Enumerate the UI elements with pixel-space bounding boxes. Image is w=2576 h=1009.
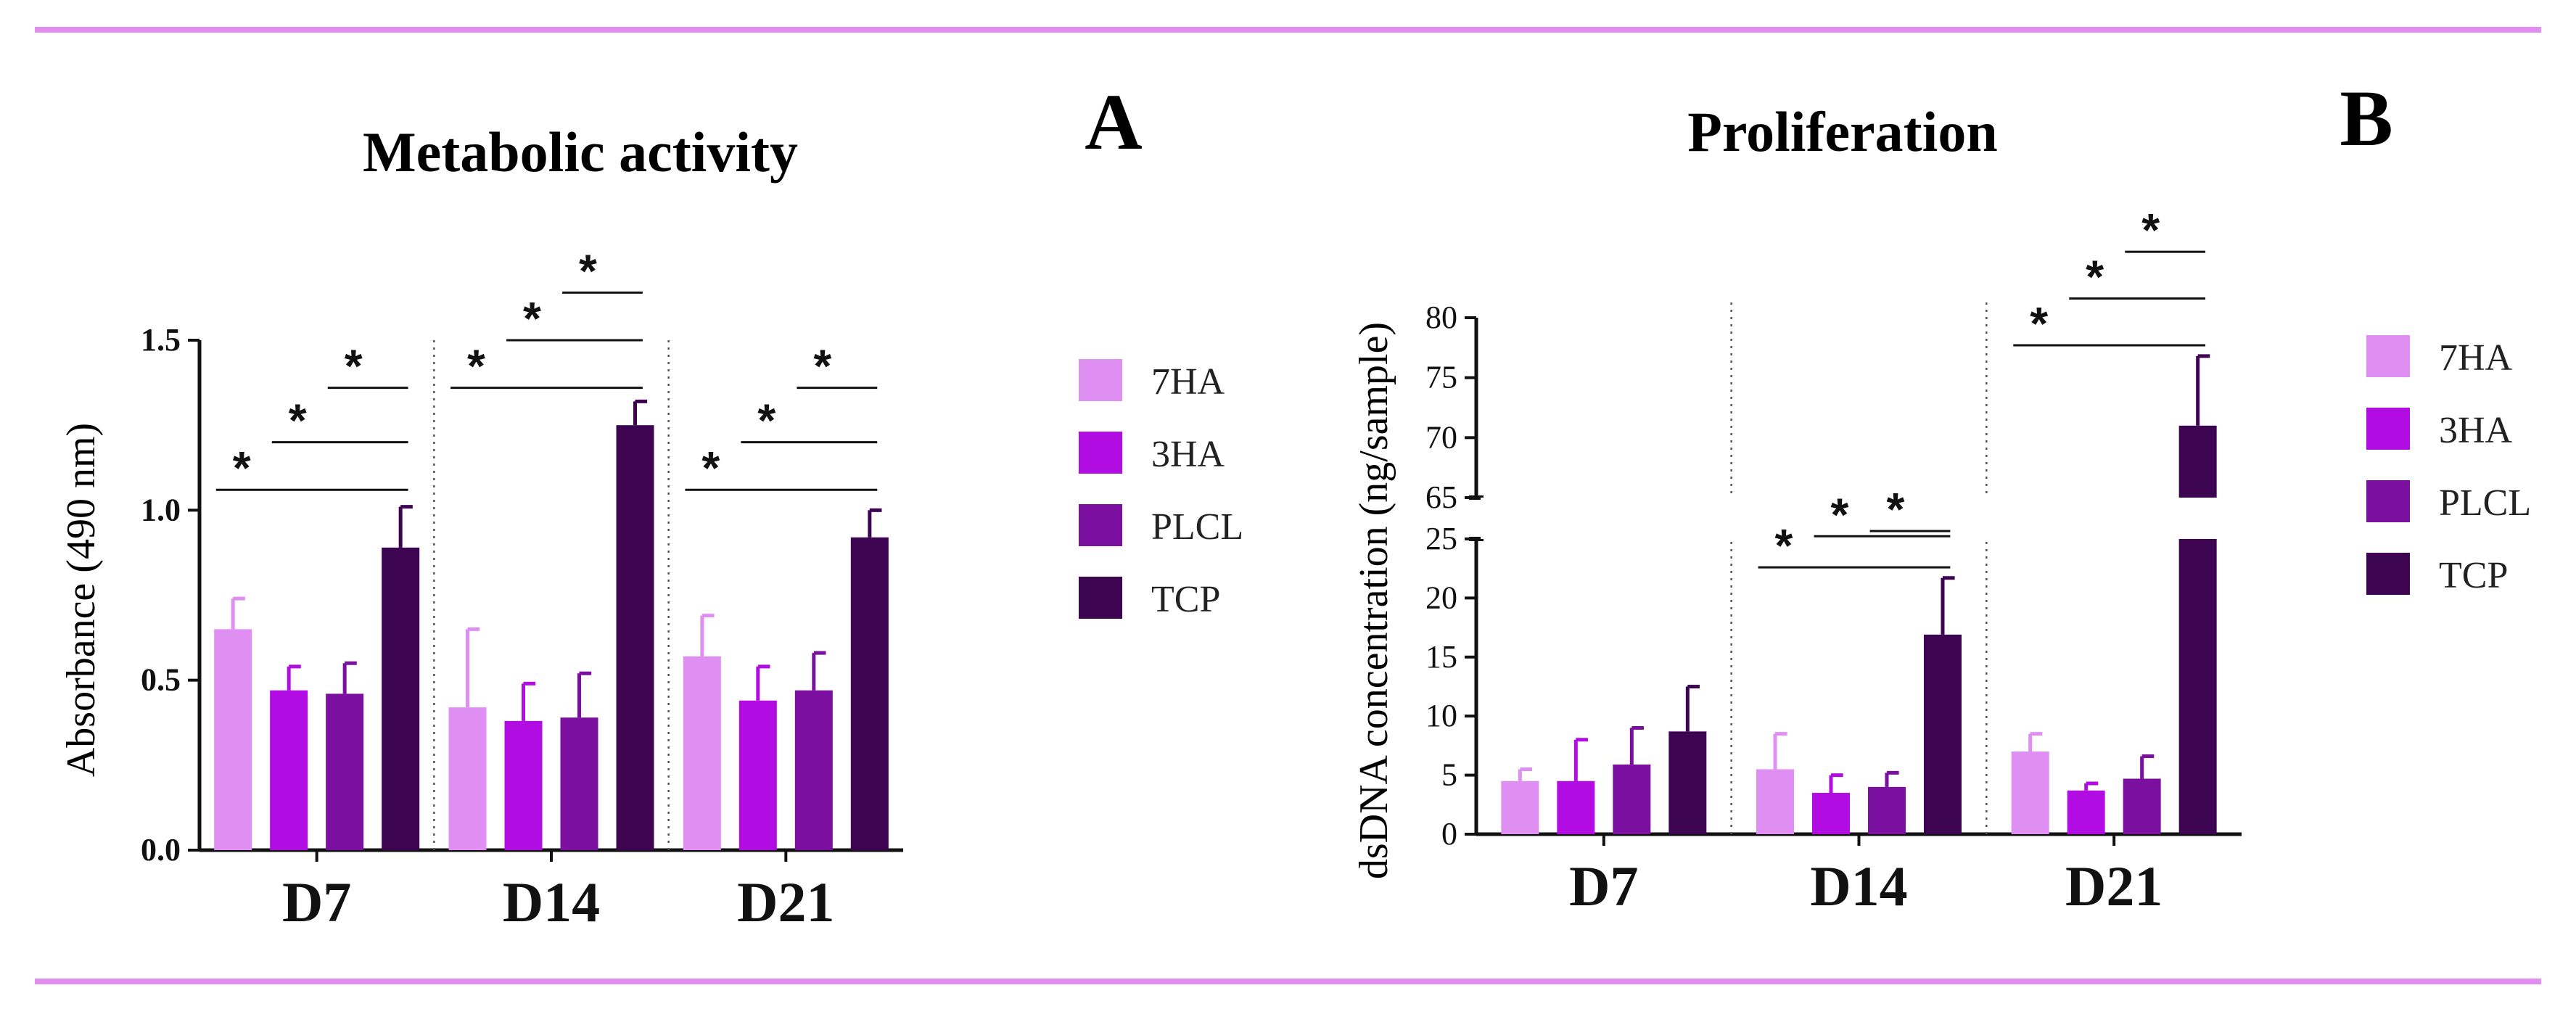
a-bar-D14-tcp: [616, 425, 654, 850]
a-legend-label-tcp: TCP: [1151, 579, 1220, 620]
panel-b: Proliferation B dsDNA concentration (ng/…: [1351, 74, 2531, 918]
a-sig-star-3: *: [467, 340, 485, 392]
b-y-tick-label-0: 0: [1441, 816, 1457, 852]
a-y-tick-label-0.0: 0.0: [141, 832, 181, 868]
panel-a: Metabolic activity A Absorbance (490 nm)…: [59, 78, 1243, 934]
a-bar-D7-tcp: [382, 547, 420, 850]
a-sig-star-8: *: [813, 340, 831, 392]
panel-a-title: Metabolic activity: [363, 120, 798, 184]
a-legend-swatch-7ha: [1079, 359, 1122, 401]
b-y-tick-label-65: 65: [1425, 479, 1457, 515]
b-bar-D7-3ha: [1557, 781, 1595, 834]
a-sig-star-4: *: [523, 292, 541, 345]
panel-a-plot: 0.0 0.5 1.0 1.5 D7 D14 D21 * * * * * * * * *: [141, 244, 903, 934]
a-bar-D21-plcl: [794, 690, 833, 850]
b-bar-D14-plcl: [1868, 786, 1906, 834]
panel-b-ylabel: dsDNA concentration (ng/sample): [1351, 322, 1396, 879]
a-bar-D21-3ha: [738, 700, 777, 850]
b-legend-swatch-3ha: [2366, 408, 2410, 450]
top-rule: [35, 27, 2541, 33]
b-y-tick-label-80: 80: [1425, 300, 1457, 335]
panel-b-letter: B: [2340, 74, 2392, 162]
a-legend-swatch-3ha: [1079, 432, 1122, 474]
b-bar-D7-7ha: [1501, 781, 1539, 834]
a-y-tick-label-1.0: 1.0: [141, 492, 181, 527]
panel-a-ylabel: Absorbance (490 nm): [59, 423, 104, 777]
b-x-label-D21: D21: [2065, 854, 2163, 918]
b-bar-D7-plcl: [1613, 764, 1651, 834]
panel-b-legend: 7HA 3HA PLCL TCP: [2366, 335, 2531, 596]
panel-a-legend: 7HA 3HA PLCL TCP: [1079, 359, 1243, 620]
b-sig-star-5: *: [2141, 204, 2160, 256]
a-bar-D14-3ha: [504, 720, 543, 850]
b-legend-label-tcp: TCP: [2439, 555, 2508, 596]
a-x-label-D21: D21: [737, 870, 834, 934]
panel-a-letter: A: [1085, 78, 1142, 166]
a-bar-D14-7ha: [448, 707, 487, 850]
b-x-label-D14: D14: [1810, 854, 1907, 918]
a-bar-D7-7ha: [214, 629, 252, 850]
b-bar-D21-7ha: [2011, 751, 2049, 834]
a-sig-star-7: *: [757, 395, 775, 447]
a-sig-star-2: *: [345, 340, 363, 392]
b-bar-D14-3ha: [1812, 793, 1850, 834]
b-bar-D7-tcp: [1668, 731, 1707, 834]
a-y-tick-label-1.5: 1.5: [141, 322, 181, 358]
a-x-label-D14: D14: [503, 870, 600, 934]
a-bar-D14-plcl: [560, 717, 598, 850]
b-sig-star-0: *: [1775, 519, 1793, 572]
a-x-label-D7: D7: [282, 870, 351, 934]
b-x-label-D7: D7: [1569, 854, 1638, 918]
b-sig-star-2: *: [1887, 483, 1905, 535]
a-sig-star-6: *: [701, 442, 720, 494]
a-sig-star-5: *: [579, 244, 597, 297]
b-legend-swatch-plcl: [2366, 480, 2410, 522]
b-legend-label-7ha: 7HA: [2439, 337, 2513, 379]
a-bar-D7-plcl: [326, 693, 364, 850]
a-legend-swatch-tcp: [1079, 577, 1122, 619]
b-legend-label-3ha: 3HA: [2439, 410, 2513, 451]
panel-b-title: Proliferation: [1687, 100, 1997, 163]
b-y-tick-label-70: 70: [1425, 419, 1457, 455]
b-y-tick-label-20: 20: [1425, 580, 1457, 615]
b-y-tick-label-15: 15: [1425, 639, 1457, 675]
a-sig-star-1: *: [289, 395, 307, 447]
b-sig-star-1: *: [1831, 488, 1849, 540]
a-bar-D21-tcp: [850, 537, 889, 850]
b-legend-swatch-tcp: [2366, 553, 2410, 595]
a-bar-D7-3ha: [270, 690, 308, 850]
bottom-rule: [35, 979, 2541, 984]
a-legend-label-plcl: PLCL: [1151, 506, 1243, 548]
b-y-tick-label-25: 25: [1425, 521, 1457, 556]
b-bar-D14-7ha: [1756, 769, 1794, 834]
b-bar-D14-tcp: [1924, 634, 1962, 834]
a-legend-label-3ha: 3HA: [1151, 434, 1225, 475]
a-legend-swatch-plcl: [1079, 504, 1122, 546]
b-sig-star-3: *: [2030, 297, 2048, 350]
panel-b-plot: 0 5 10 15 20 25 65 70 75 80 D7 D14 D21 * * * * * *: [1425, 204, 2242, 918]
b-legend-swatch-7ha: [2366, 335, 2410, 377]
b-bar-D21-3ha: [2067, 790, 2105, 834]
b-axis-break-gap: [1481, 498, 2242, 539]
a-legend-label-7ha: 7HA: [1151, 361, 1225, 403]
b-sig-star-4: *: [2086, 251, 2104, 303]
a-bar-D21-7ha: [683, 656, 721, 850]
b-bar-D21-plcl: [2123, 778, 2161, 834]
b-bar-D21-tcp: [2178, 425, 2217, 834]
b-y-tick-label-10: 10: [1425, 698, 1457, 733]
b-y-tick-label-75: 75: [1425, 360, 1457, 395]
a-sig-star-0: *: [233, 442, 251, 494]
b-legend-label-plcl: PLCL: [2439, 482, 2531, 524]
a-y-tick-label-0.5: 0.5: [141, 662, 181, 698]
b-y-tick-label-5: 5: [1441, 757, 1457, 793]
